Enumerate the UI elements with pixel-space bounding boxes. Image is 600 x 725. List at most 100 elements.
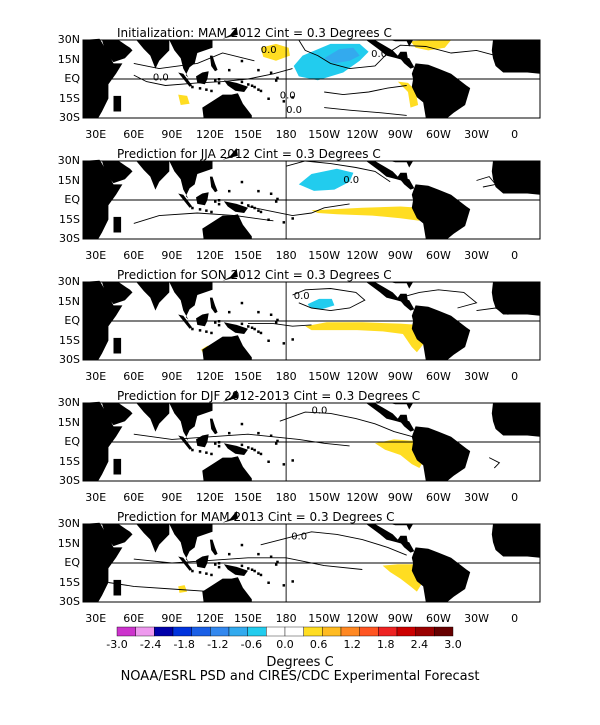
contour-label: 0.0 — [280, 91, 296, 102]
land-sumatra — [178, 556, 193, 571]
lon-label: 90E — [161, 370, 183, 383]
island — [240, 201, 244, 205]
lon-label: 60E — [123, 128, 145, 141]
colorbar-label: 1.2 — [343, 638, 361, 651]
land-centralam — [397, 297, 415, 311]
lon-label: 30W — [464, 128, 489, 141]
lat-label: 15N — [57, 52, 80, 66]
island — [217, 565, 221, 569]
lon-label: 150E — [234, 370, 262, 383]
island — [250, 84, 254, 87]
lon-label: 30E — [85, 370, 107, 383]
anomaly-region — [410, 40, 452, 51]
lon-label: 30W — [464, 491, 489, 504]
land-madagascar — [113, 95, 122, 112]
land-usgulf — [390, 403, 414, 410]
island — [227, 310, 231, 314]
island — [250, 205, 254, 208]
lat-label: 30N — [57, 275, 80, 288]
colorbar — [116, 626, 454, 637]
land-png — [223, 80, 248, 92]
lon-label: 60E — [123, 491, 145, 504]
land-arabia — [102, 282, 133, 305]
island — [240, 180, 244, 184]
land-arabia — [102, 161, 133, 184]
lon-label: 60W — [426, 128, 451, 141]
land-sumatra — [178, 72, 193, 87]
land-centralam — [397, 539, 415, 553]
island — [253, 569, 256, 573]
island — [274, 321, 278, 324]
land-borneo — [196, 313, 209, 327]
land-seasia — [169, 40, 213, 78]
land-borneo — [196, 192, 209, 206]
island — [291, 338, 294, 341]
lon-label: 150W — [308, 612, 341, 625]
land-seasia — [169, 282, 213, 320]
contour-line — [476, 176, 497, 188]
island — [257, 451, 260, 454]
land-japan — [222, 390, 238, 402]
land-png — [223, 443, 248, 455]
island — [276, 439, 279, 443]
land-sumatra — [178, 193, 193, 208]
island — [257, 552, 260, 556]
anomaly-region — [178, 585, 188, 593]
island — [205, 209, 208, 212]
colorbar-swatch — [154, 626, 174, 637]
island — [240, 80, 244, 84]
land-mexico — [366, 282, 408, 303]
panel-title: Prediction for JJA 2012 Cint = 0.3 Degre… — [117, 147, 381, 161]
panel-title: Prediction for DJF 2012-2013 Cint = 0.3 … — [117, 389, 421, 403]
land-borneo — [196, 555, 209, 569]
lon-label: 0 — [511, 249, 519, 262]
colorbar-label: -1.8 — [173, 638, 195, 651]
colorbar-units: Degrees C — [266, 655, 334, 670]
lon-label: 90E — [161, 491, 183, 504]
land-philippines — [209, 297, 218, 314]
lat-label: 15N — [57, 536, 80, 550]
island — [240, 564, 244, 568]
lon-label: 60E — [123, 612, 145, 625]
lon-label: 60W — [426, 249, 451, 262]
contour-label: 0.0 — [286, 105, 302, 116]
contour-line — [279, 411, 414, 438]
land-mexico — [366, 161, 408, 182]
colorbar-label: -2.4 — [139, 638, 162, 651]
lon-label: 120E — [195, 612, 224, 625]
lon-label: 180 — [275, 491, 297, 504]
lon-label: 0 — [511, 370, 519, 383]
colorbar-swatch — [172, 626, 192, 637]
island — [217, 323, 221, 327]
land-philippines — [209, 539, 218, 556]
lat-label: EQ — [64, 435, 80, 448]
anomaly-region — [307, 298, 335, 310]
island — [191, 448, 194, 452]
island — [282, 221, 286, 224]
land-usgulf — [390, 282, 414, 289]
lat-label: EQ — [64, 193, 80, 206]
land-centralam — [397, 418, 415, 432]
anomaly-region — [178, 94, 190, 105]
island — [269, 71, 273, 74]
land-southam — [411, 305, 471, 360]
island — [257, 572, 260, 575]
island — [198, 329, 202, 332]
colorbar-label: -3.0 — [106, 638, 128, 651]
island — [257, 431, 260, 435]
lon-label: 60E — [123, 370, 145, 383]
island — [250, 447, 254, 450]
contour-line — [247, 203, 350, 217]
land-arabia — [102, 403, 133, 426]
island — [247, 446, 250, 449]
contour-line — [292, 288, 366, 312]
island — [257, 88, 260, 91]
lon-label: 120E — [195, 491, 224, 504]
anomaly-region — [305, 322, 424, 353]
island — [257, 330, 260, 333]
island — [214, 321, 217, 324]
land-africawest — [491, 161, 540, 195]
lat-label: 15S — [59, 575, 80, 589]
island — [210, 89, 213, 93]
lat-label: 15S — [59, 212, 80, 226]
